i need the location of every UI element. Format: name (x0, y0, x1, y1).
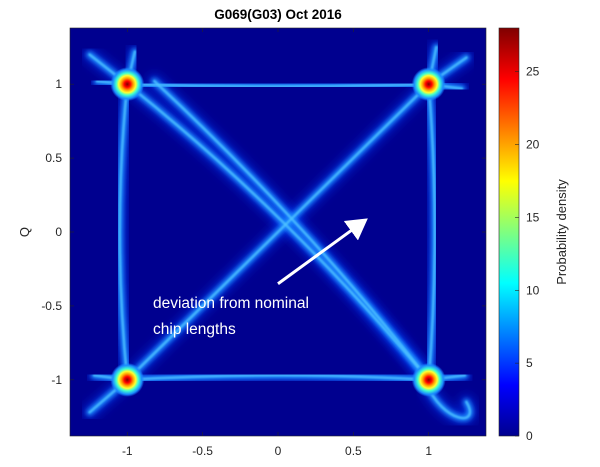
annotation-arrow (277, 218, 368, 285)
y-tick-label: 0 (55, 225, 62, 239)
y-tick-label: -0.5 (41, 299, 62, 313)
peak-3 (411, 362, 446, 397)
colorbar-tick-label: 15 (526, 210, 540, 224)
x-tick-label: -1 (122, 444, 133, 458)
y-axis-label: Q (17, 227, 32, 237)
trace-diagonal-falling-a-layer2 (126, 82, 430, 382)
x-axis: -1 -0.5 0 0.5 1 (122, 28, 432, 458)
y-tick-label: 1 (55, 77, 62, 91)
colorbar-tick-label: 10 (526, 283, 540, 297)
x-tick-label: 0 (275, 444, 282, 458)
peak-1 (411, 67, 446, 102)
chart-title: G069(G03) Oct 2016 (214, 7, 342, 22)
y-tick-label: -1 (51, 373, 62, 387)
trace-top-edge-layer2 (126, 82, 430, 88)
peak-0 (110, 67, 145, 102)
density-peaks (110, 67, 446, 397)
x-tick-label: 1 (425, 444, 432, 458)
colorbar-tick-label: 0 (526, 429, 533, 443)
trace-bottom-edge-layer2 (126, 374, 430, 382)
colorbar-tick-label: 25 (526, 65, 540, 79)
trace-diagonal-falling-b-layer2 (153, 79, 430, 382)
annotation-line-1: deviation from nominal (153, 295, 309, 312)
colorbar (498, 27, 520, 437)
peak-2 (110, 362, 145, 397)
colorbar-ticks: 0 5 10 15 20 25 (515, 65, 540, 443)
trace-right-edge-layer2 (427, 82, 436, 382)
x-tick-label: 0.5 (345, 444, 362, 458)
colorbar-label: Probability density (554, 179, 569, 285)
annotation: deviation from nominal chip lengths (153, 218, 368, 338)
annotation-line-2: chip lengths (153, 321, 236, 338)
x-tick-label: -0.5 (192, 444, 213, 458)
y-tick-label: 0.5 (45, 151, 62, 165)
trace-left-edge-layer2 (118, 82, 129, 382)
colorbar-tick-label: 5 (526, 356, 533, 370)
trace-diagonal-rising-layer2 (126, 82, 430, 382)
colorbar-tick-label: 20 (526, 138, 540, 152)
y-axis: 1 0.5 0 -0.5 -1 (41, 77, 486, 387)
